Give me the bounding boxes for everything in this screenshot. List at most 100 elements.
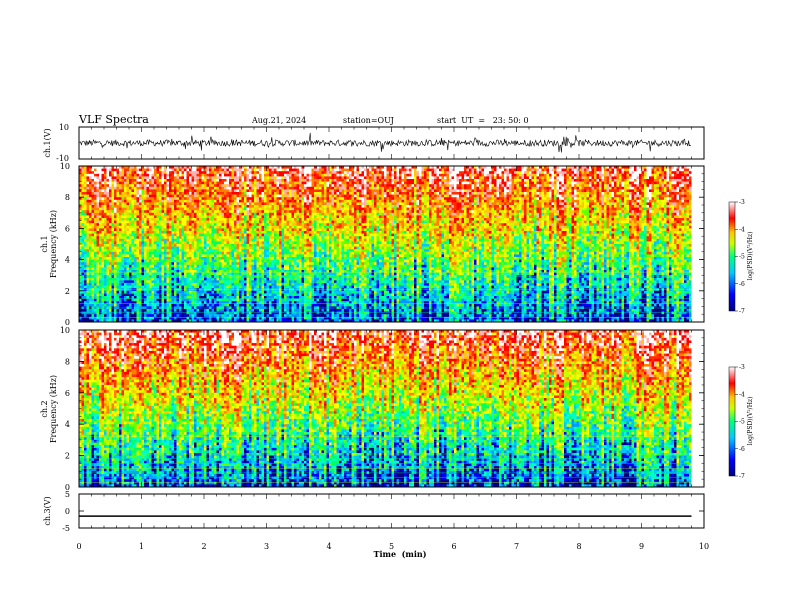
spectrogram-cell (109, 231, 112, 234)
spectrogram-cell (116, 257, 120, 260)
spectrogram-cell (111, 270, 115, 273)
spectrogram-cell (251, 212, 255, 216)
spectrogram-cell (156, 241, 160, 245)
spectrogram-cell (141, 171, 145, 175)
spectrogram-cell (286, 166, 290, 169)
spectrogram-cell (156, 181, 160, 185)
spectrogram-cell (194, 238, 197, 242)
spectrogram-cell (191, 186, 195, 190)
spectrogram-cell (256, 166, 260, 169)
spectrogram-cell (119, 267, 122, 271)
spectrogram-cell (126, 225, 130, 229)
spectrogram-cell (181, 212, 185, 216)
spectrogram-cell (284, 254, 287, 258)
spectrogram-cell (231, 319, 235, 322)
spectrogram-cell (84, 246, 87, 250)
spectrogram-cell (176, 207, 180, 211)
spectrogram-cell (189, 246, 192, 250)
spectrogram-cell (221, 166, 225, 169)
spectrogram-cell (149, 181, 152, 185)
spectrogram-cell (211, 259, 215, 263)
spectrogram-cell (199, 184, 202, 188)
spectrogram-cell (214, 290, 217, 294)
spectrogram-cell (219, 296, 222, 299)
spectrogram-cell (181, 181, 185, 185)
spectrogram-cell (221, 319, 225, 322)
spectrogram-cell (159, 236, 162, 240)
spectrogram-cell (89, 283, 92, 286)
spectrogram-cell (239, 249, 242, 253)
spectrogram-cell (141, 254, 145, 258)
spectrogram-cell (234, 179, 237, 182)
spectrogram-cell (281, 303, 285, 307)
spectrogram-cell (206, 168, 210, 172)
spectrogram-cell (129, 293, 132, 297)
spectrogram-cell (211, 285, 215, 289)
spectrogram-cell (261, 298, 265, 302)
spectrogram-cell (279, 301, 282, 305)
spectrogram-cell (141, 270, 145, 273)
spectrogram-cell (181, 176, 185, 180)
spectrogram-cell (164, 168, 167, 172)
spectrogram-cell (126, 303, 130, 307)
spectrogram-cell (99, 309, 102, 312)
spectrogram-cell (179, 319, 182, 322)
spectrogram-cell (266, 171, 270, 175)
spectrogram-cell (196, 267, 200, 271)
spectrogram-cell (146, 184, 150, 188)
spectrogram-cell (194, 290, 197, 294)
spectrogram-cell (176, 186, 180, 190)
spectrogram-cell (169, 249, 172, 253)
spectrogram-cell (151, 303, 155, 307)
spectrogram-cell (99, 241, 102, 245)
spectrogram-cell (106, 285, 110, 289)
spectrogram-cell (224, 223, 227, 227)
spectrogram-cell (159, 171, 162, 175)
spectrogram-cell (174, 257, 177, 260)
spectrogram-cell (206, 231, 210, 234)
spectrogram-cell (196, 246, 200, 250)
spectrogram-cell (246, 168, 250, 172)
spectrogram-cell (261, 238, 265, 242)
spectrogram-cell (249, 179, 252, 182)
spectrogram-cell (214, 223, 217, 227)
spectrogram-cell (241, 207, 245, 211)
spectrogram-cell (186, 293, 190, 297)
spectrogram-cell (204, 223, 207, 227)
spectrogram-cell (184, 192, 187, 195)
spectrogram-cell (186, 173, 190, 177)
spectrogram-cell (226, 303, 230, 307)
spectrogram-cell (131, 194, 135, 198)
spectrogram-cell (211, 311, 215, 315)
spectrogram-cell (94, 262, 97, 266)
spectrogram-cell (221, 316, 225, 320)
spectrogram-cell (136, 202, 140, 206)
spectrogram-cell (151, 249, 155, 253)
spectrogram-cell (174, 301, 177, 305)
spectrogram-cell (261, 293, 265, 297)
spectrogram-cell (239, 280, 242, 284)
spectrogram-cell (89, 303, 92, 307)
spectrogram-cell (214, 264, 217, 268)
spectrogram-cell (264, 215, 267, 219)
spectrogram-cell (144, 316, 147, 320)
spectrogram-cell (284, 181, 287, 185)
spectrogram-cell (146, 277, 150, 281)
spectrogram-cell (281, 254, 285, 258)
spectrogram-cell (104, 246, 107, 250)
spectrogram-cell (101, 283, 105, 286)
spectrogram-cell (179, 176, 182, 180)
spectrogram-cell (184, 270, 187, 273)
spectrogram-cell (161, 171, 165, 175)
spectrogram-cell (84, 262, 87, 266)
spectrogram-cell (84, 171, 87, 175)
spectrogram-cell (224, 293, 227, 297)
spectrogram-cell (204, 311, 207, 315)
spectrogram-cell (139, 301, 142, 305)
spectrogram-cell (191, 168, 195, 172)
spectrogram-cell (201, 236, 205, 240)
spectrogram-cell (281, 280, 285, 284)
spectrogram-cell (166, 205, 170, 208)
spectrogram-cell (141, 257, 145, 260)
spectrogram-cell (84, 257, 87, 260)
